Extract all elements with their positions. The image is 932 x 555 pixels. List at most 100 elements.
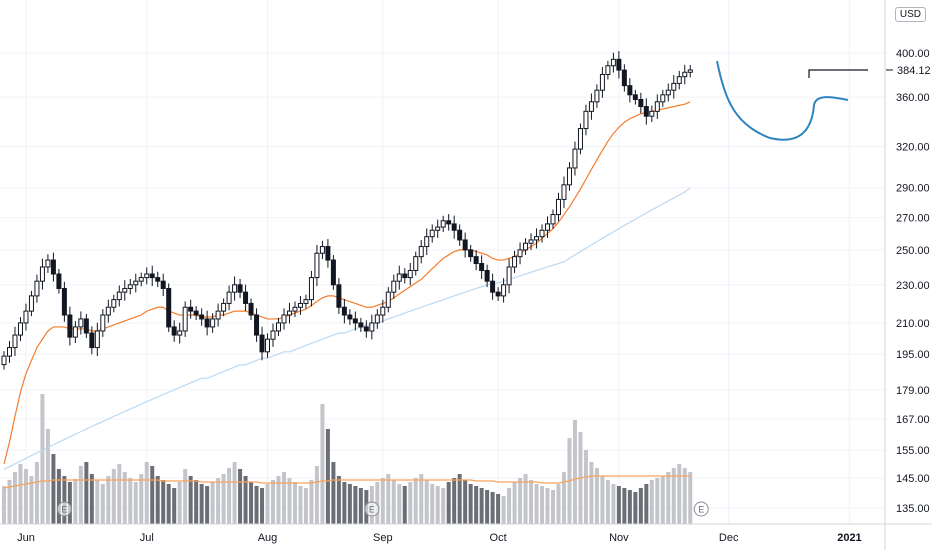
- earnings-marker[interactable]: [693, 501, 709, 517]
- volume-bar: [572, 420, 577, 524]
- volume-bar: [600, 476, 605, 524]
- ma-slow-line: [3, 187, 691, 471]
- volume-bar: [56, 469, 61, 524]
- candle-body: [347, 314, 353, 320]
- candle-body: [451, 223, 457, 231]
- candle-body: [325, 246, 331, 261]
- candle-body: [89, 332, 95, 349]
- candle-body: [369, 322, 375, 332]
- volume-bar: [62, 476, 67, 524]
- candle-body: [407, 269, 413, 279]
- volume-bar: [331, 462, 336, 524]
- volume-bar: [638, 488, 643, 524]
- candle-body: [61, 287, 67, 316]
- candle-body: [566, 167, 572, 186]
- earnings-marker[interactable]: [364, 501, 380, 517]
- volume-bar: [100, 484, 105, 524]
- candle-body: [83, 318, 89, 334]
- volume-bar: [496, 494, 501, 524]
- volume-bar: [490, 492, 495, 524]
- candle-body: [286, 310, 292, 316]
- volume-bar: [216, 478, 221, 524]
- volume-bar: [298, 486, 303, 524]
- volume-bar: [430, 484, 435, 524]
- volume-bar: [347, 484, 352, 524]
- x-tick-label: Jun: [17, 532, 35, 544]
- volume-bar: [353, 486, 358, 524]
- candle-body: [281, 314, 287, 324]
- last-price-tag: [886, 61, 932, 78]
- volume-bar: [73, 479, 78, 524]
- volume-bar: [177, 482, 182, 524]
- volume-bar: [254, 486, 259, 524]
- candle-body: [188, 306, 194, 312]
- candle-body: [413, 256, 419, 271]
- volume-bar: [45, 429, 50, 524]
- volume-bar: [144, 462, 149, 524]
- volume-bar: [84, 462, 89, 524]
- x-tick-label: 2021: [837, 532, 861, 544]
- volume-bar: [540, 486, 545, 524]
- volume-bar: [622, 488, 627, 524]
- candle-body: [319, 246, 325, 254]
- volume-bar: [67, 482, 72, 524]
- volume-bar: [666, 472, 671, 524]
- currency-badge[interactable]: USD: [894, 7, 926, 22]
- volume-bar: [479, 488, 484, 524]
- candle-body: [149, 273, 155, 279]
- volume-bar: [501, 496, 506, 524]
- volume-bar: [122, 472, 127, 524]
- volume-bar: [463, 480, 468, 524]
- volume-bar: [166, 484, 171, 524]
- candle-body: [177, 330, 183, 336]
- candle-body: [133, 280, 139, 286]
- volume-bar: [12, 472, 17, 524]
- x-tick-label: Oct: [490, 532, 507, 544]
- candle-body: [462, 239, 468, 251]
- volume-bar: [227, 468, 232, 524]
- candle-body: [243, 291, 249, 304]
- volume-bar: [660, 476, 665, 524]
- candle-body: [308, 277, 314, 301]
- candle-body: [39, 266, 45, 282]
- candle-body: [632, 94, 638, 100]
- candle-body: [210, 318, 216, 328]
- candle-body: [254, 314, 260, 336]
- volume-bar: [682, 468, 687, 524]
- candle-body: [528, 239, 534, 244]
- volume-bar: [2, 486, 6, 524]
- volume-bar: [40, 394, 45, 524]
- annotations-layer: [716, 60, 868, 141]
- volume-bar: [314, 466, 319, 524]
- volume-bar: [276, 476, 281, 524]
- volume-bar: [457, 474, 462, 524]
- volume-bar: [89, 474, 94, 524]
- volume-bar: [111, 469, 116, 524]
- candle-body: [100, 314, 106, 332]
- y-tick-label: 230.00: [896, 280, 930, 292]
- volume-bar: [155, 476, 160, 524]
- candle-body: [138, 277, 144, 282]
- candle-body: [517, 249, 523, 258]
- x-tick-label: Aug: [258, 532, 278, 544]
- candle-body: [259, 334, 265, 353]
- candle-body: [676, 76, 682, 84]
- x-tick-label: Jul: [140, 532, 154, 544]
- volume-bar: [605, 480, 610, 524]
- earnings-marker[interactable]: [56, 501, 72, 517]
- candle-body: [341, 306, 347, 316]
- volume-bar: [249, 482, 254, 524]
- cup-pattern-curve[interactable]: [716, 60, 849, 141]
- volume-bar: [271, 480, 276, 524]
- candle-body: [539, 229, 545, 238]
- volume-bar: [391, 480, 396, 524]
- volume-ma-line: [3, 475, 691, 489]
- candle-body: [418, 246, 424, 258]
- volume-bar: [611, 484, 616, 524]
- pivot-line[interactable]: [808, 69, 868, 78]
- candle-body: [643, 106, 649, 117]
- volume-bar: [424, 480, 429, 524]
- candle-body: [45, 259, 51, 268]
